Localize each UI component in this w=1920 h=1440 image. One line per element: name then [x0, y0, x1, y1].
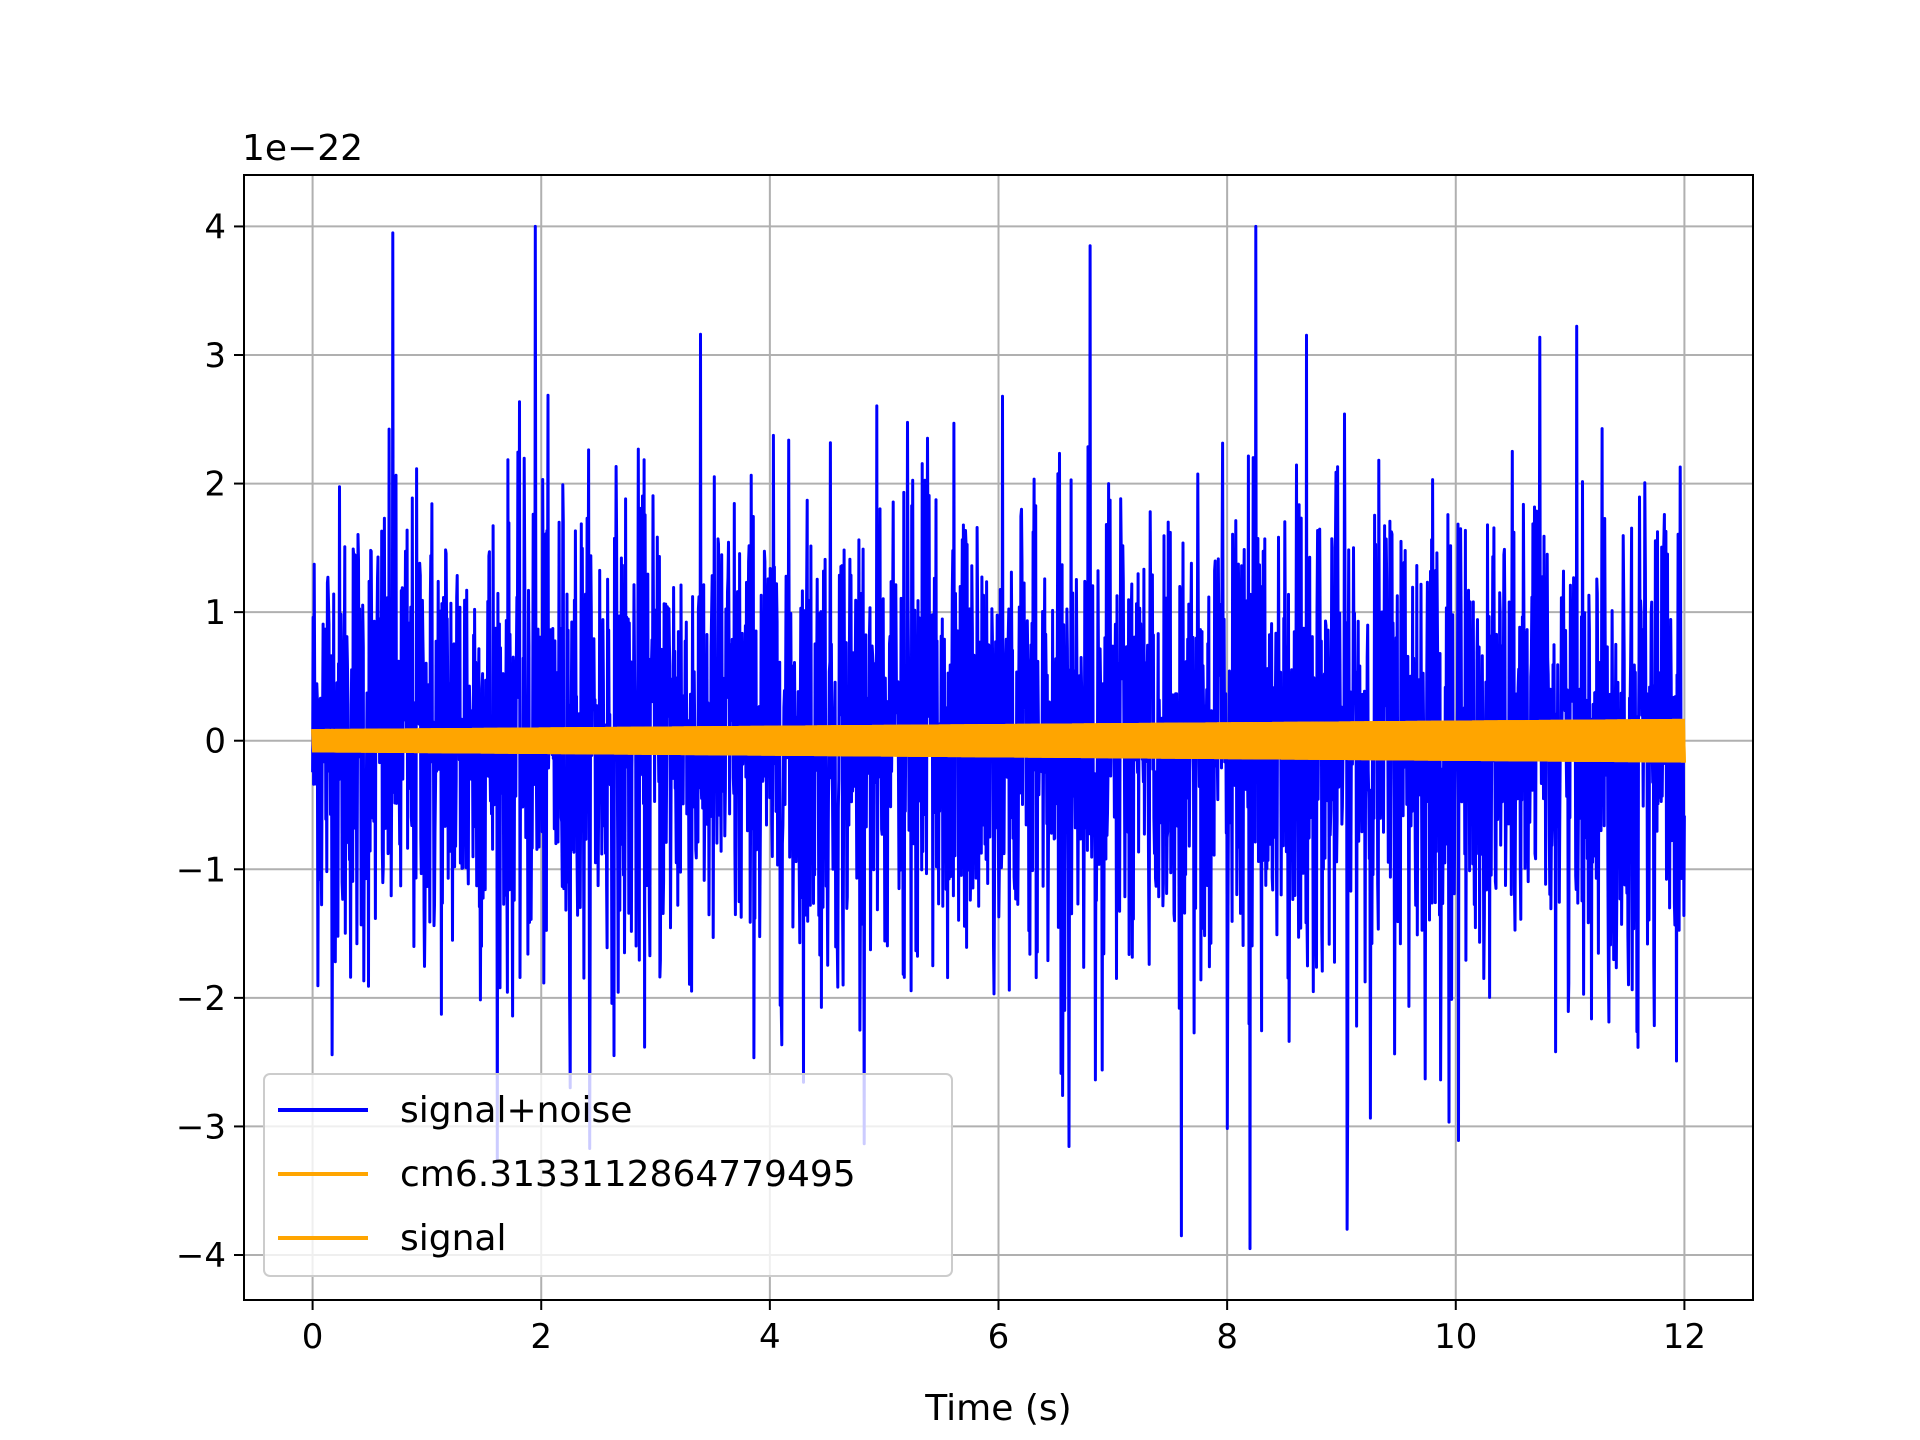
y-tick-label: 2: [204, 465, 226, 505]
legend: signal+noise cm6.3133112864779495 signal: [263, 1073, 953, 1277]
y-tick-label: −1: [176, 850, 226, 890]
series-signal-noise-line: [311, 224, 1686, 1251]
x-axis-label: Time (s): [924, 1388, 1071, 1429]
x-tick-label: 0: [302, 1317, 324, 1357]
y-tick-label: −2: [176, 979, 226, 1019]
series-signal-line: [311, 718, 1686, 763]
y-tick-label: −4: [176, 1236, 226, 1276]
legend-label: signal: [400, 1218, 507, 1259]
x-tick-label: 2: [530, 1317, 552, 1357]
y-tick-label: 0: [204, 722, 226, 762]
x-tick-label: 8: [1216, 1317, 1238, 1357]
x-tick-label: 12: [1663, 1317, 1706, 1357]
y-tick-label: 4: [204, 207, 226, 247]
legend-box: [263, 1073, 953, 1277]
y-tick-label: −3: [176, 1107, 226, 1147]
y-offset-label: 1e−22: [242, 128, 363, 169]
x-tick-label: 6: [988, 1317, 1010, 1357]
plot-data: [311, 224, 1686, 1251]
y-tick-label: 1: [204, 593, 226, 633]
y-tick-label: 3: [204, 336, 226, 376]
legend-label: cm6.3133112864779495: [400, 1154, 856, 1195]
legend-label: signal+noise: [400, 1090, 632, 1131]
x-tick-label: 10: [1434, 1317, 1477, 1357]
x-tick-label: 4: [759, 1317, 781, 1357]
